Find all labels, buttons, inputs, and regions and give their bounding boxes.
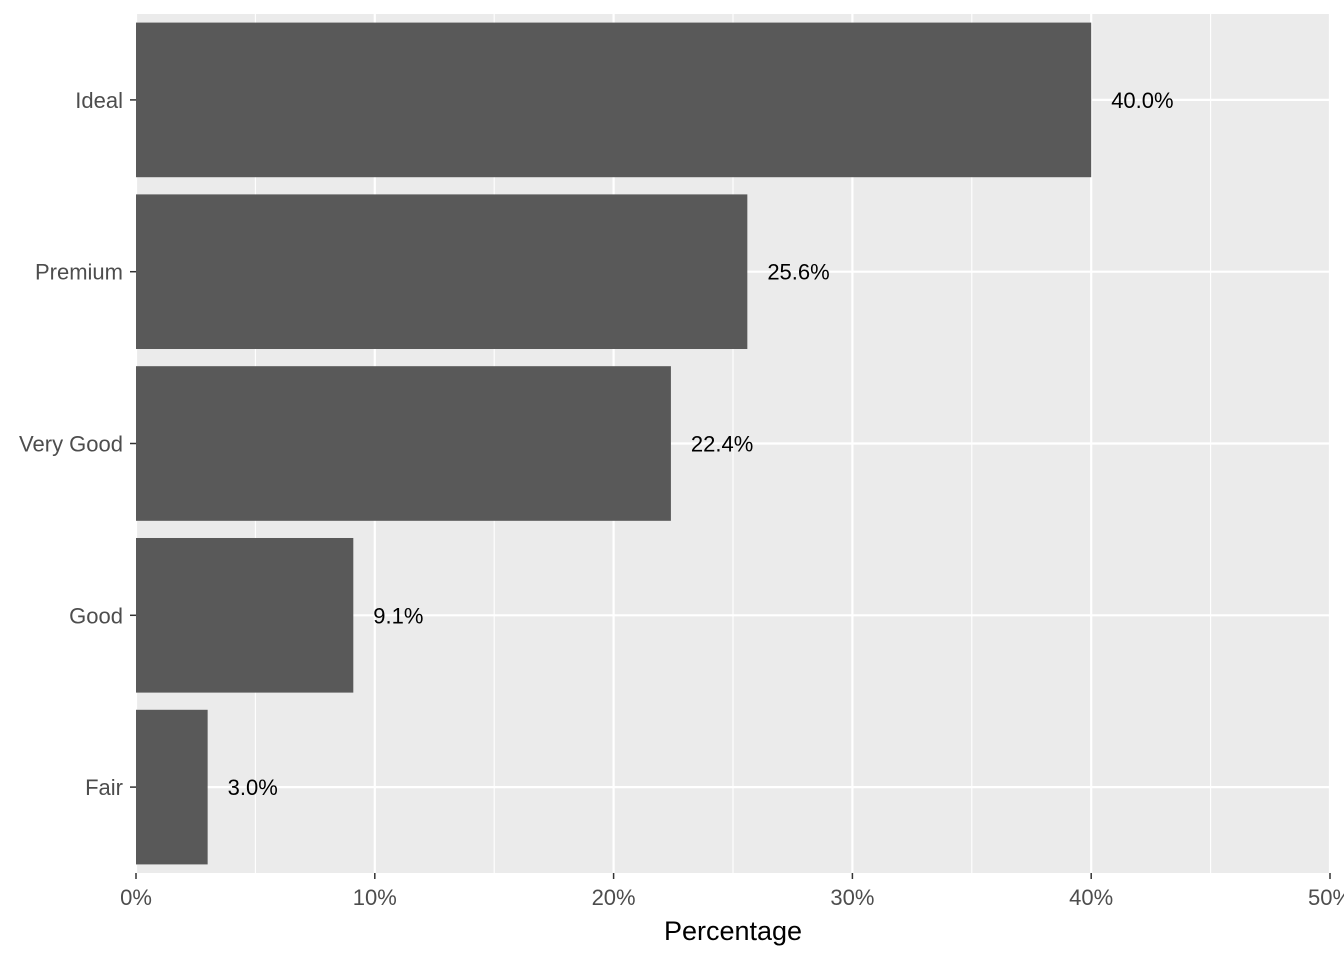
bar (136, 22, 1092, 178)
y-tick-label: Good (69, 603, 123, 628)
bar (136, 709, 208, 865)
bar (136, 194, 748, 350)
data-label: 9.1% (373, 603, 423, 628)
bar (136, 366, 671, 521)
y-tick-label: Ideal (75, 88, 123, 113)
y-tick-label: Very Good (19, 432, 123, 457)
data-label: 22.4% (691, 432, 753, 457)
data-label: 40.0% (1111, 88, 1173, 113)
x-tick-label: 40% (1069, 885, 1113, 910)
x-axis-title: Percentage (664, 916, 802, 946)
y-tick-label: Fair (85, 775, 123, 800)
bars (136, 22, 1092, 865)
data-label: 25.6% (767, 260, 829, 285)
y-tick-label: Premium (35, 260, 123, 285)
x-tick-label: 0% (120, 885, 152, 910)
bar (136, 537, 354, 693)
data-labels: 40.0% 25.6% 22.4% 9.1% 3.0% (228, 88, 1174, 800)
y-axis: Ideal Premium Very Good Good Fair (19, 88, 136, 800)
x-tick-label: 10% (353, 885, 397, 910)
x-tick-label: 30% (830, 885, 874, 910)
x-axis: 0% 10% 20% 30% 40% 50% (120, 873, 1344, 910)
x-tick-label: 50% (1308, 885, 1344, 910)
x-tick-label: 20% (592, 885, 636, 910)
data-label: 3.0% (228, 775, 278, 800)
